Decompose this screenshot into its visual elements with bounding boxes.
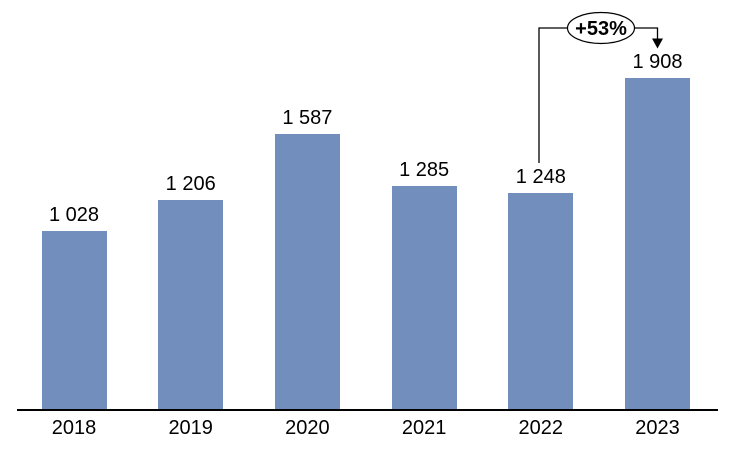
bar-value-label: 1 908 [632,51,683,73]
annotation-ellipse [566,11,636,45]
bar-2021 [391,186,457,410]
bar-value-label: 1 206 [165,173,216,195]
x-axis-label: 2019 [168,417,213,439]
bar-value-label: 1 248 [515,166,566,188]
bar-value-label: 1 587 [282,107,333,129]
bar-2018 [41,231,107,410]
x-axis-label: 2022 [518,417,564,439]
x-axis-label: 2020 [285,417,330,439]
bar-2022 [508,193,574,410]
bar-2020 [274,134,340,410]
x-axis-label: 2023 [635,417,680,439]
x-axis-line [17,409,718,411]
x-axis-label: 2021 [401,417,447,439]
annotation-label: +53% [575,18,627,40]
bar-2023 [625,78,690,410]
annotation-arrowhead-icon [652,38,663,49]
bar-value-label: 1 285 [399,159,450,181]
bar-2019 [158,200,224,410]
bar-value-label: 1 028 [48,204,100,226]
x-axis-label: 2018 [51,417,97,439]
